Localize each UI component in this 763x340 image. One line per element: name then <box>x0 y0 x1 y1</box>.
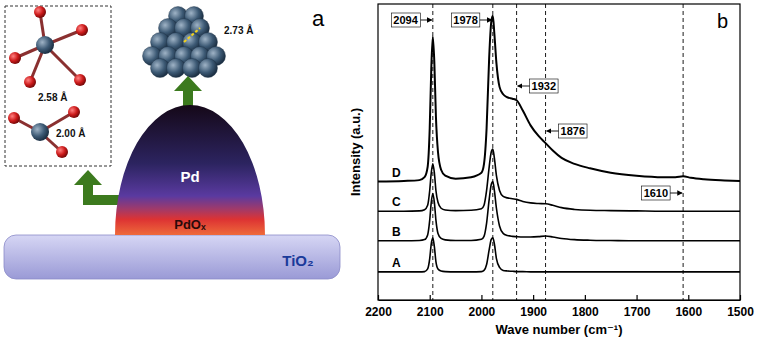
arrow-head <box>74 170 102 185</box>
x-tick-label: 1700 <box>624 305 651 319</box>
panel-label: b <box>717 10 728 32</box>
annotation: 1932 <box>518 79 558 93</box>
y-axis-title: Intensity (a.u.) <box>348 108 363 196</box>
annotation-box <box>642 186 670 200</box>
arrow-head <box>174 76 202 91</box>
x-axis-title: Wave number (cm⁻¹) <box>495 322 622 337</box>
annotation-label: 1610 <box>644 187 668 199</box>
annotation-labels: 2094 1978 1932 1876 1610 <box>391 13 682 200</box>
x-tick-label: 1600 <box>675 305 702 319</box>
annotation-arrow <box>421 20 432 21</box>
reference-line <box>516 4 517 300</box>
particle <box>115 105 265 235</box>
x-tick-mark <box>740 295 741 300</box>
panel-a: 2.58 Å 2.00 Å 2.73 Å Pd PdOₓ TiO₂ a <box>4 6 340 279</box>
x-tick-mark <box>430 295 431 300</box>
o-atom <box>68 106 80 118</box>
pd-atom <box>199 59 218 78</box>
annotation-box <box>530 79 558 93</box>
layer-label: PdOₓ <box>174 217 206 232</box>
x-axis-line <box>379 300 741 301</box>
annotation-arrow <box>547 131 559 132</box>
pd-atom <box>31 123 49 141</box>
o-atom <box>9 52 21 64</box>
x-tick: 1900 <box>520 295 547 319</box>
o-atom <box>76 24 88 36</box>
inset-box <box>5 6 111 166</box>
distance-label: 2.00 Å <box>56 127 85 139</box>
series-label: A <box>392 256 401 270</box>
annotation-box <box>559 124 587 138</box>
x-tick: 1600 <box>675 295 702 319</box>
annotation: 1978 <box>451 13 491 27</box>
x-tick: 2200 <box>365 295 392 319</box>
o-atom <box>8 112 20 124</box>
x-tick-label: 1500 <box>727 305 754 319</box>
distance-label: 2.58 Å <box>38 91 67 103</box>
series-label: B <box>392 225 401 239</box>
spectrum-line <box>378 16 740 182</box>
figure: 2.58 Å 2.00 Å 2.73 Å Pd PdOₓ TiO₂ a 2200 2100 200… <box>0 0 763 340</box>
annotation: 1610 <box>642 186 682 200</box>
distance-label: 2.73 Å <box>224 24 253 36</box>
o-atom <box>34 6 46 18</box>
annotation: 2094 <box>391 13 431 27</box>
x-tick: 1800 <box>572 295 599 319</box>
reference-line <box>683 4 684 300</box>
x-tick: 2100 <box>417 295 444 319</box>
x-tick: 1700 <box>624 295 651 319</box>
annotation-label: 1876 <box>561 125 585 137</box>
annotation-arrow <box>480 20 492 21</box>
reference-line <box>545 4 546 300</box>
x-tick-mark <box>481 295 482 300</box>
annotation-arrow <box>518 86 530 87</box>
annotation-box <box>391 13 420 27</box>
arrow <box>183 90 193 106</box>
x-tick-mark <box>688 295 689 300</box>
annotation-label: 1978 <box>453 14 477 26</box>
annotation-box <box>451 13 479 27</box>
o-atom <box>56 146 68 158</box>
panel-b: 2200 2100 2000 1900 1800 1700 1600 1500 Wave num… <box>348 4 754 337</box>
plot-frame <box>378 4 740 300</box>
x-tick-label: 1900 <box>520 305 547 319</box>
x-tick-mark <box>533 295 534 300</box>
pdo-octahedral <box>9 6 88 88</box>
annotation-arrow <box>670 193 682 194</box>
x-tick-label: 1800 <box>572 305 599 319</box>
x-tick-mark <box>585 295 586 300</box>
series-label: C <box>392 195 401 209</box>
layer-label: TiO₂ <box>282 252 313 269</box>
x-tick-label: 2000 <box>469 305 496 319</box>
o-atom <box>24 76 36 88</box>
x-axis: 2200 2100 2000 1900 1800 1700 1600 1500 <box>365 295 754 319</box>
series-label: D <box>392 166 401 180</box>
bond-distance <box>184 28 200 42</box>
plot-area <box>378 4 740 300</box>
annotation-label: 2094 <box>393 14 418 26</box>
x-tick-mark <box>378 295 379 300</box>
layer-label: Pd <box>180 168 199 185</box>
o-atom <box>74 74 86 86</box>
pd-atom <box>36 36 54 54</box>
x-tick: 1500 <box>727 295 754 319</box>
annotation: 1876 <box>547 124 587 138</box>
x-tick-label: 2200 <box>365 305 392 319</box>
spectrum-line <box>378 238 740 272</box>
x-tick-mark <box>636 295 637 300</box>
substrate <box>4 235 340 279</box>
pd-cluster <box>143 7 226 78</box>
spectrum-line <box>378 149 740 211</box>
panel-label: a <box>312 6 325 31</box>
annotation-label: 1932 <box>532 80 556 92</box>
x-tick: 2000 <box>469 295 496 319</box>
x-tick-label: 2100 <box>417 305 444 319</box>
